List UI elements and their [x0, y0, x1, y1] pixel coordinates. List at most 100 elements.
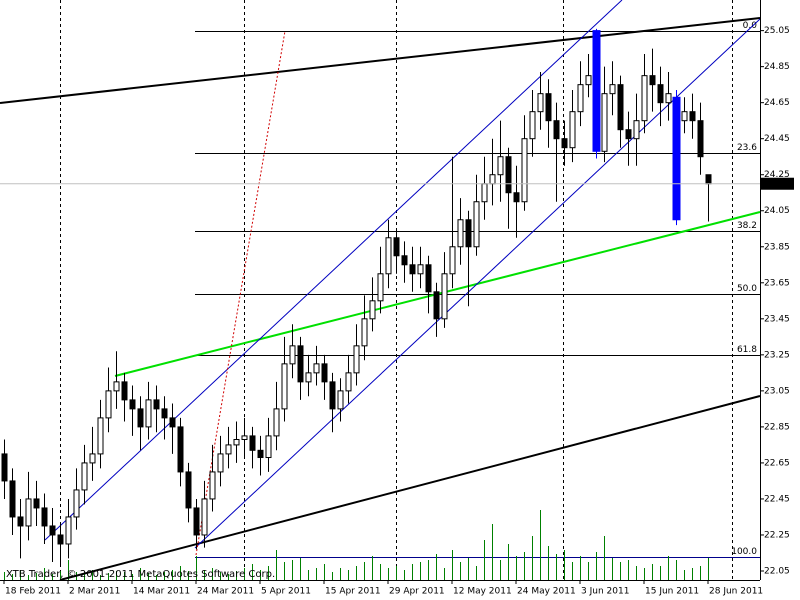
candle-body: [41, 507, 48, 527]
candle-body: [105, 390, 112, 419]
candle-body: [281, 363, 288, 410]
candle-body: [505, 156, 512, 194]
candle-body: [425, 264, 432, 293]
fib-label: 50.0: [737, 284, 757, 294]
candle-body: [273, 408, 280, 437]
candle-body: [9, 480, 16, 518]
candle-body: [617, 84, 624, 131]
candle-body: [681, 111, 688, 122]
y-tick-label: 25.05: [764, 26, 790, 36]
candle-body: [321, 363, 328, 383]
candle-body: [145, 399, 152, 428]
current-price-label: 24.20: [764, 179, 790, 189]
candle-body: [289, 345, 296, 365]
candle-body: [513, 192, 520, 203]
candle-body: [489, 174, 496, 185]
y-tick-label: 24.45: [764, 134, 790, 144]
fib-base-line: [195, 30, 286, 556]
x-tick-label: 24 May 2011: [517, 587, 576, 597]
candle-body: [409, 264, 416, 275]
candle-body: [49, 525, 56, 536]
candle-body: [217, 453, 224, 473]
y-tick-label: 23.25: [764, 350, 790, 360]
candle-body: [73, 489, 80, 518]
candle-body: [241, 435, 248, 441]
candle-body: [337, 390, 344, 410]
candle-body: [313, 363, 320, 374]
candle-body: [193, 507, 200, 536]
candle-body: [569, 111, 576, 149]
candle-body: [377, 273, 384, 302]
candle-body: [369, 300, 376, 320]
copyright: XTB Trader, © 2001-2011 MetaQuotes Softw…: [6, 569, 275, 580]
candle-body: [65, 516, 72, 545]
candle-body: [561, 138, 568, 149]
candle-body: [97, 417, 104, 455]
candle-body: [329, 381, 336, 410]
axes: 25.0524.8524.6524.4524.2524.0523.8523.65…: [0, 26, 794, 597]
candle-body: [417, 264, 424, 275]
x-tick-label: 5 Apr 2011: [261, 587, 311, 597]
y-tick-label: 23.65: [764, 278, 790, 288]
y-tick-label: 23.85: [764, 242, 790, 252]
x-tick-label: 24 Mar 2011: [197, 587, 254, 597]
fib-label: 0.0: [743, 21, 758, 31]
candle-body: [305, 372, 312, 383]
candle-body: [225, 444, 232, 455]
candle-body: [441, 273, 448, 320]
candle-body: [609, 84, 616, 95]
candle-body: [577, 84, 584, 113]
candle-body: [697, 120, 704, 158]
candle-body: [433, 291, 440, 320]
x-tick-label: 18 Feb 2011: [5, 587, 61, 597]
candle-body: [209, 471, 216, 500]
candle-body: [665, 93, 672, 104]
channel-line: [194, 18, 761, 549]
candle-body: [705, 174, 712, 185]
candle-body: [201, 498, 208, 536]
candle-body: [33, 498, 40, 509]
candle-body: [249, 435, 256, 451]
y-tick-label: 22.65: [764, 458, 790, 468]
candle-body: [1, 453, 8, 482]
y-tick-label: 23.45: [764, 314, 790, 324]
y-tick-label: 24.25: [764, 170, 790, 180]
candle-body: [545, 93, 552, 122]
candle-body: [529, 111, 536, 140]
candle-body: [257, 449, 264, 459]
fib-label: 100.0: [731, 547, 757, 557]
candle-body: [137, 408, 144, 428]
y-tick-label: 24.65: [764, 98, 790, 108]
candle-body: [457, 219, 464, 248]
candle-body: [649, 75, 656, 86]
candle-body: [81, 462, 88, 491]
candle-body: [641, 75, 648, 122]
fib-label: 38.2: [737, 221, 757, 231]
candle-body: [465, 219, 472, 248]
fibonacci: 0.0 23.6 38.2 50.0 61.8 100.0: [195, 21, 760, 558]
candle-body: [473, 201, 480, 248]
candle-body: [353, 345, 360, 374]
candle-body: [153, 399, 160, 410]
channel-line: [44, 0, 623, 541]
x-tick-label: 14 Mar 2011: [133, 587, 190, 597]
candle-body: [481, 183, 488, 203]
candle-body: [17, 516, 24, 527]
trend-line: [0, 17, 761, 104]
candle-body: [185, 471, 192, 509]
x-tick-label: 3 Jun 2011: [581, 587, 629, 597]
y-tick-label: 22.25: [764, 530, 790, 540]
candle-body: [169, 417, 176, 428]
candle-body: [121, 381, 128, 401]
x-tick-label: 15 Jun 2011: [645, 587, 699, 597]
x-tick-label: 12 May 2011: [453, 587, 512, 597]
y-tick-label: 22.85: [764, 422, 790, 432]
x-tick-label: 2 Mar 2011: [69, 587, 120, 597]
candle-body: [592, 30, 601, 152]
candle-body: [393, 237, 400, 257]
candle-body: [449, 246, 456, 275]
candle-body: [161, 408, 168, 419]
candle-body: [129, 399, 136, 410]
fib-label: 61.8: [737, 345, 757, 355]
candle-body: [57, 534, 64, 545]
